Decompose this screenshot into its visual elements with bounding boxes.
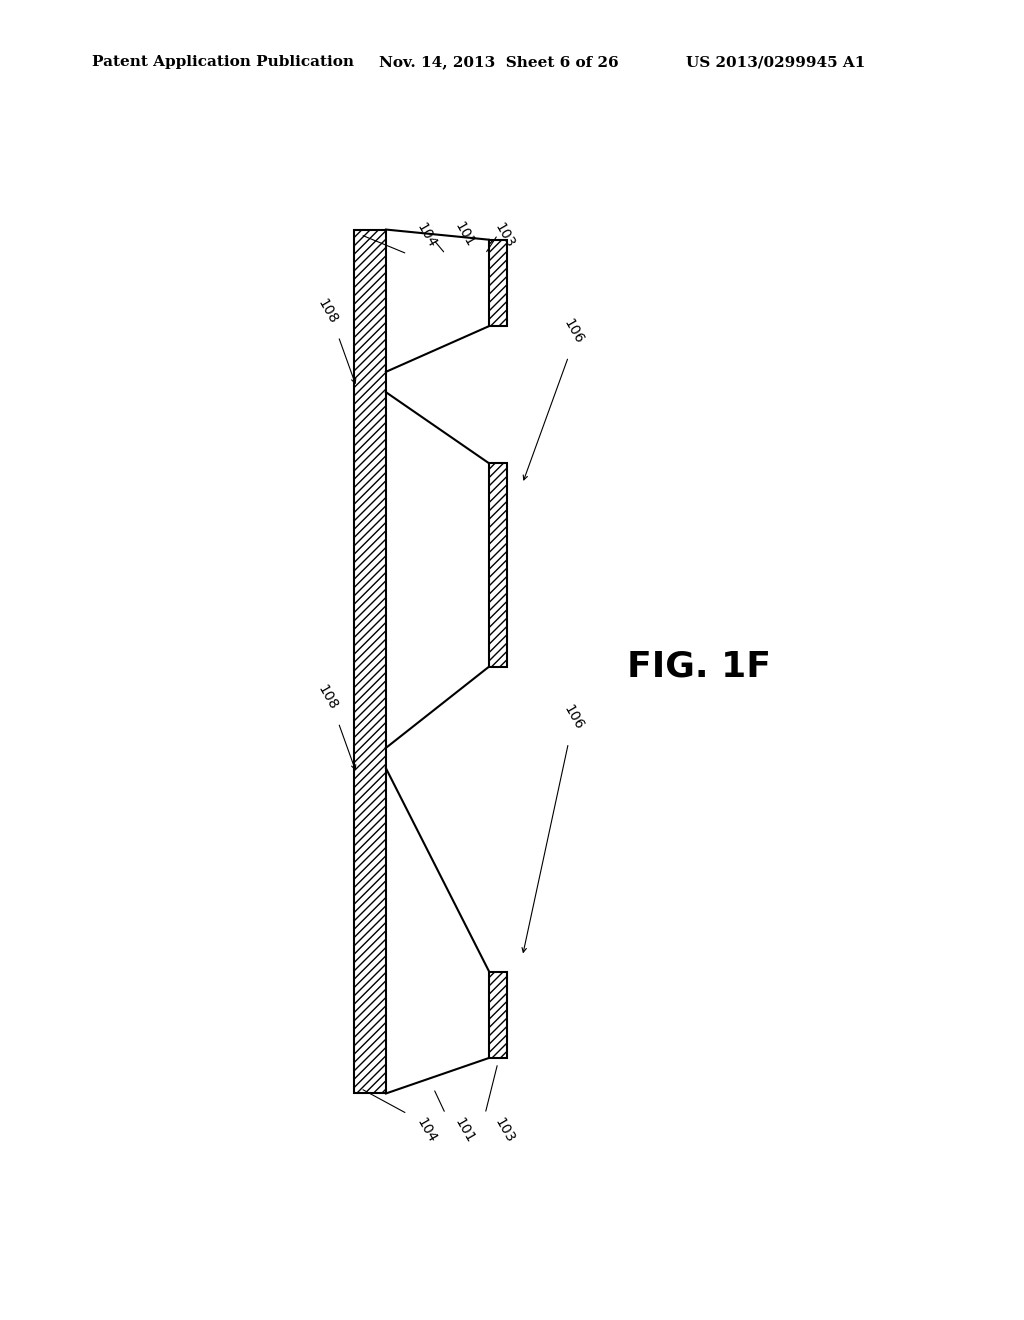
Bar: [489, 972, 507, 1057]
Bar: [354, 230, 386, 1093]
Text: 103: 103: [492, 1115, 517, 1146]
Text: Nov. 14, 2013  Sheet 6 of 26: Nov. 14, 2013 Sheet 6 of 26: [379, 55, 618, 70]
Text: 101: 101: [452, 220, 477, 249]
Text: 101: 101: [452, 1115, 477, 1146]
Text: 108: 108: [315, 682, 341, 713]
Text: 106: 106: [561, 317, 587, 346]
Bar: [489, 240, 507, 326]
Text: Patent Application Publication: Patent Application Publication: [92, 55, 354, 70]
Text: 103: 103: [492, 220, 517, 249]
Text: 106: 106: [561, 702, 587, 733]
Text: FIG. 1F: FIG. 1F: [628, 649, 771, 684]
Text: US 2013/0299945 A1: US 2013/0299945 A1: [686, 55, 865, 70]
Text: 104: 104: [414, 220, 439, 249]
Text: 108: 108: [315, 296, 341, 326]
Text: 104: 104: [414, 1115, 439, 1146]
Bar: [489, 463, 507, 667]
